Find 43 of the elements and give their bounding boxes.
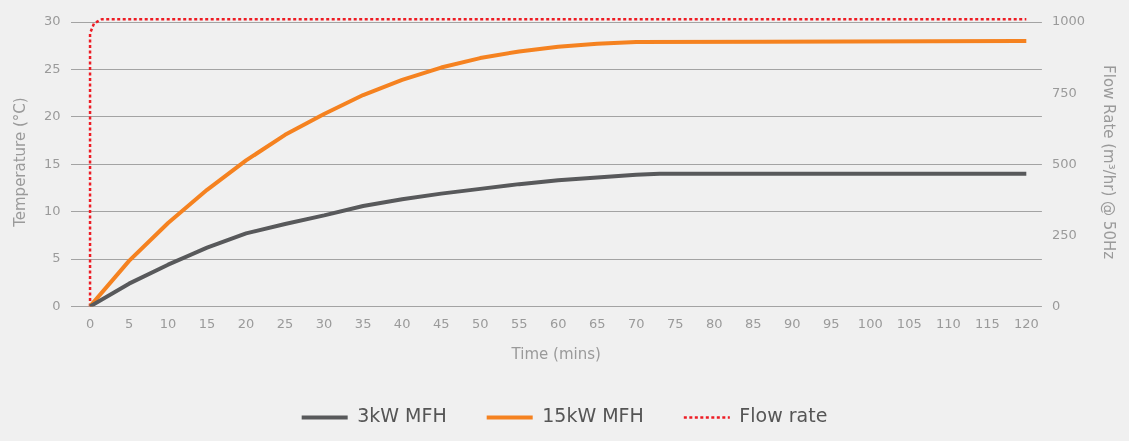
x-tick-label: 50 [471, 315, 489, 331]
x-tick-label: 15 [198, 315, 216, 331]
x-tick-label: 70 [627, 315, 645, 331]
legend-label: 3kW MFH [357, 404, 447, 427]
y2-tick-label: 750 [1051, 84, 1077, 100]
x-tick-label: 65 [588, 315, 606, 331]
x-tick-label: 55 [510, 315, 528, 331]
x-tick-label: 75 [666, 315, 684, 331]
x-tick-label: 80 [705, 315, 723, 331]
y-axis-title: Temperature (°C) [10, 97, 29, 228]
y2-tick-label: 500 [1051, 155, 1077, 171]
y-tick-label: 15 [44, 155, 61, 171]
y-tick-label: 0 [52, 297, 61, 313]
x-tick-label: 90 [783, 315, 801, 331]
legend-label: Flow rate [739, 404, 828, 427]
y-tick-label: 5 [52, 250, 61, 266]
x-tick-label: 35 [354, 315, 372, 331]
x-tick-label: 5 [124, 315, 134, 331]
x-tick-label: 40 [393, 315, 411, 331]
x-tick-label: 120 [1013, 315, 1039, 331]
y-tick-label: 10 [44, 203, 61, 218]
y2-axis-title: Flow Rate (m³/hr) @ 50Hz [1100, 65, 1119, 260]
y2-tick-label: 0 [1051, 297, 1061, 313]
x-tick-label: 115 [974, 315, 1000, 331]
x-axis-title: Time (mins) [510, 344, 601, 363]
y-tick-label: 20 [44, 108, 61, 124]
x-tick-label: 30 [315, 315, 333, 331]
y-tick-label: 25 [44, 60, 61, 76]
x-tick-label: 45 [432, 315, 450, 331]
x-tick-label: 95 [822, 315, 840, 331]
x-tick-label: 60 [549, 315, 567, 331]
x-tick-label: 100 [857, 315, 883, 331]
x-tick-label: 85 [744, 315, 762, 331]
legend-label: 15kW MFH [542, 404, 644, 427]
y2-tick-label: 1000 [1051, 13, 1086, 29]
x-tick-label: 105 [896, 315, 922, 331]
y2-tick-label: 250 [1051, 226, 1077, 242]
x-tick-label: 25 [276, 315, 294, 331]
y-tick-label: 30 [44, 13, 61, 29]
x-tick-label: 10 [159, 315, 177, 331]
x-tick-label: 20 [237, 315, 255, 331]
x-tick-label: 110 [935, 315, 961, 331]
x-tick-label: 0 [85, 315, 95, 331]
